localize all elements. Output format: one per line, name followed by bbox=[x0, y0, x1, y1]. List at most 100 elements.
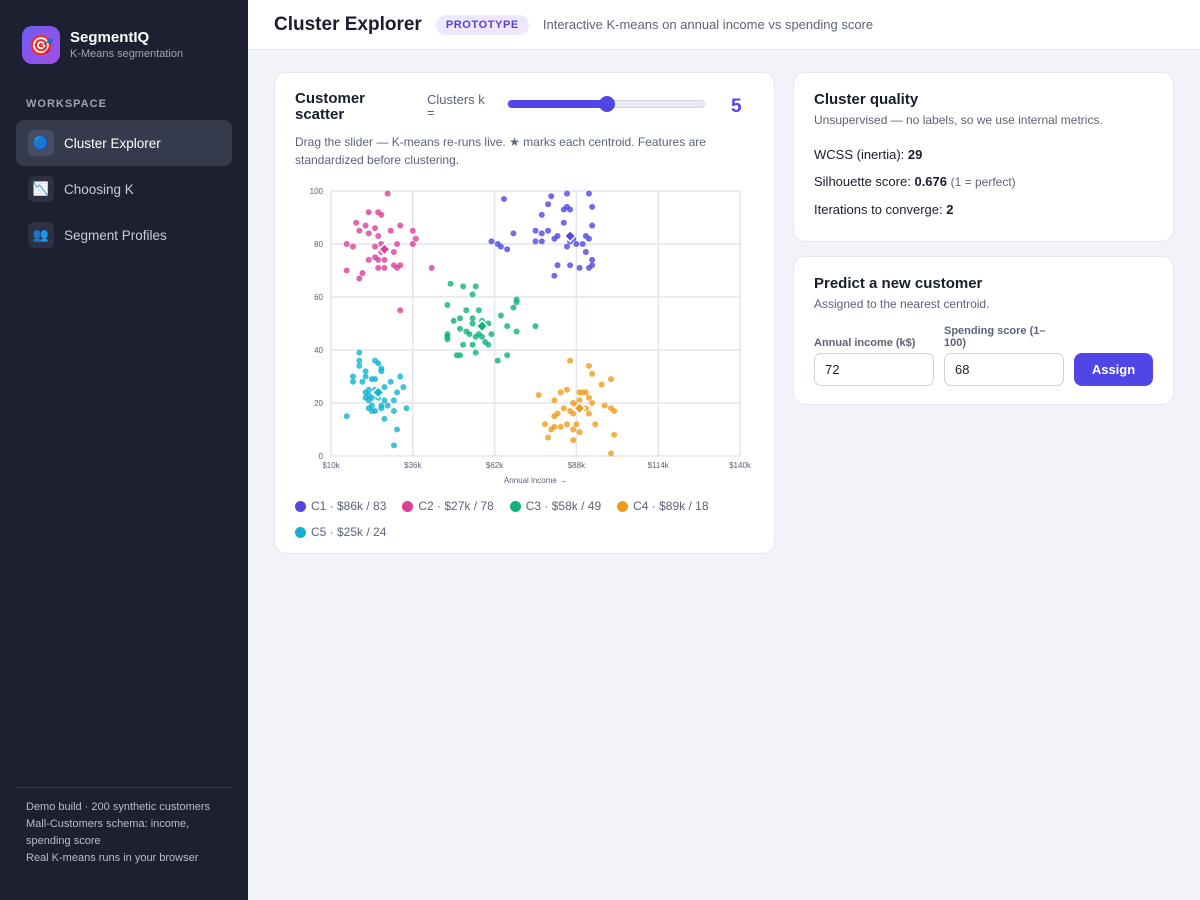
data-point-c3 bbox=[510, 305, 516, 311]
data-point-c4 bbox=[542, 421, 548, 427]
data-point-c4 bbox=[583, 389, 589, 395]
data-point-c4 bbox=[611, 408, 617, 414]
data-point-c2 bbox=[353, 220, 359, 226]
data-point-c4 bbox=[545, 434, 551, 440]
data-point-c2 bbox=[372, 225, 378, 231]
data-point-c1 bbox=[567, 262, 573, 268]
legend-label: C5 · $25k / 24 bbox=[311, 525, 386, 539]
data-point-c4 bbox=[548, 427, 554, 433]
data-point-c4 bbox=[570, 411, 576, 417]
data-point-c1 bbox=[589, 262, 595, 268]
x-tick-label: $140k bbox=[729, 461, 752, 470]
data-point-c2 bbox=[372, 244, 378, 250]
data-point-c4 bbox=[608, 450, 614, 456]
assign-button[interactable]: Assign bbox=[1074, 353, 1153, 386]
legend-swatch bbox=[295, 527, 306, 538]
sidebar-item-choosing-k[interactable]: 📉 Choosing K bbox=[16, 166, 232, 212]
data-point-c3 bbox=[470, 342, 476, 348]
data-point-c2 bbox=[394, 241, 400, 247]
data-point-c1 bbox=[510, 230, 516, 236]
data-point-c4 bbox=[567, 358, 573, 364]
legend-swatch bbox=[617, 501, 628, 512]
data-point-c5 bbox=[356, 363, 362, 369]
data-point-c5 bbox=[378, 368, 384, 374]
wcss-row: WCSS (inertia): 29 bbox=[814, 147, 922, 162]
spending-score-input[interactable] bbox=[944, 353, 1064, 386]
legend-label: C4 · $89k / 18 bbox=[633, 499, 708, 513]
legend-item-c1: C1 · $86k / 83 bbox=[295, 493, 386, 519]
x-tick-label: $10k bbox=[322, 461, 340, 470]
data-point-c1 bbox=[589, 204, 595, 210]
x-tick-label: $88k bbox=[568, 461, 586, 470]
data-point-c2 bbox=[350, 244, 356, 250]
data-point-c1 bbox=[589, 222, 595, 228]
data-point-c4 bbox=[608, 376, 614, 382]
data-point-c1 bbox=[555, 262, 561, 268]
x-axis-label: Annual income → bbox=[504, 476, 567, 485]
sidebar-item-cluster-explorer[interactable]: 🔵 Cluster Explorer bbox=[16, 120, 232, 166]
data-point-c3 bbox=[479, 334, 485, 340]
data-point-c3 bbox=[457, 315, 463, 321]
x-tick-label: $62k bbox=[486, 461, 504, 470]
sidebar-item-segment-profiles[interactable]: 👥 Segment Profiles bbox=[16, 212, 232, 258]
sidebar-item-label: Segment Profiles bbox=[64, 228, 167, 243]
data-point-c4 bbox=[577, 429, 583, 435]
predict-subtitle: Assigned to the nearest centroid. bbox=[814, 297, 989, 311]
data-point-c1 bbox=[539, 212, 545, 218]
data-point-c3 bbox=[473, 334, 479, 340]
data-point-c5 bbox=[350, 379, 356, 385]
data-point-c4 bbox=[599, 381, 605, 387]
data-point-c2 bbox=[363, 222, 369, 228]
data-point-c1 bbox=[583, 249, 589, 255]
workspace-section-label: WORKSPACE bbox=[26, 98, 107, 110]
wcss-value: 29 bbox=[908, 147, 922, 162]
chart-legend: C1 · $86k / 83 C2 · $27k / 78 C3 · $58k / … bbox=[295, 493, 755, 545]
prototype-badge: PROTOTYPE bbox=[436, 15, 529, 35]
income-field-label: Annual income (k$) bbox=[814, 337, 934, 349]
data-point-c5 bbox=[381, 384, 387, 390]
data-point-c3 bbox=[495, 358, 501, 364]
customer-scatter-card: Customer scatter Clusters k = 5 Drag the… bbox=[274, 72, 775, 554]
iterations-value: 2 bbox=[946, 202, 953, 217]
data-point-c4 bbox=[564, 421, 570, 427]
data-point-c2 bbox=[378, 212, 384, 218]
data-point-c5 bbox=[381, 416, 387, 422]
predict-title: Predict a new customer bbox=[814, 275, 982, 292]
data-point-c3 bbox=[457, 352, 463, 358]
data-point-c2 bbox=[381, 265, 387, 271]
data-point-c5 bbox=[366, 397, 372, 403]
data-point-c5 bbox=[356, 350, 362, 356]
data-point-c1 bbox=[551, 236, 557, 242]
data-point-c1 bbox=[567, 207, 573, 213]
data-point-c4 bbox=[592, 421, 598, 427]
income-input[interactable] bbox=[814, 353, 934, 386]
data-point-c2 bbox=[397, 307, 403, 313]
sidebar: 🎯 SegmentIQ K-Means segmentation WORKSPA… bbox=[0, 0, 248, 900]
data-point-c1 bbox=[564, 244, 570, 250]
data-point-c4 bbox=[586, 395, 592, 401]
data-point-c3 bbox=[473, 350, 479, 356]
data-point-c2 bbox=[429, 265, 435, 271]
data-point-c2 bbox=[388, 228, 394, 234]
data-point-c4 bbox=[558, 389, 564, 395]
wcss-label: WCSS (inertia): bbox=[814, 147, 904, 162]
footer-line: Real K-means runs in your browser bbox=[26, 850, 222, 867]
data-point-c1 bbox=[504, 246, 510, 252]
legend-item-c5: C5 · $25k / 24 bbox=[295, 519, 386, 545]
data-point-c1 bbox=[564, 191, 570, 197]
data-point-c3 bbox=[533, 323, 539, 329]
data-point-c3 bbox=[448, 281, 454, 287]
data-point-c1 bbox=[589, 257, 595, 263]
data-point-c4 bbox=[586, 411, 592, 417]
data-point-c1 bbox=[488, 238, 494, 244]
data-point-c1 bbox=[577, 265, 583, 271]
y-tick-label: 40 bbox=[314, 346, 323, 355]
data-point-c2 bbox=[413, 236, 419, 242]
iterations-label: Iterations to converge: bbox=[814, 202, 943, 217]
data-point-c2 bbox=[385, 191, 391, 197]
legend-swatch bbox=[510, 501, 521, 512]
sidebar-footer: Demo build · 200 synthetic customers Mal… bbox=[16, 787, 232, 867]
data-point-c5 bbox=[363, 368, 369, 374]
data-point-c4 bbox=[551, 397, 557, 403]
data-point-c5 bbox=[391, 408, 397, 414]
